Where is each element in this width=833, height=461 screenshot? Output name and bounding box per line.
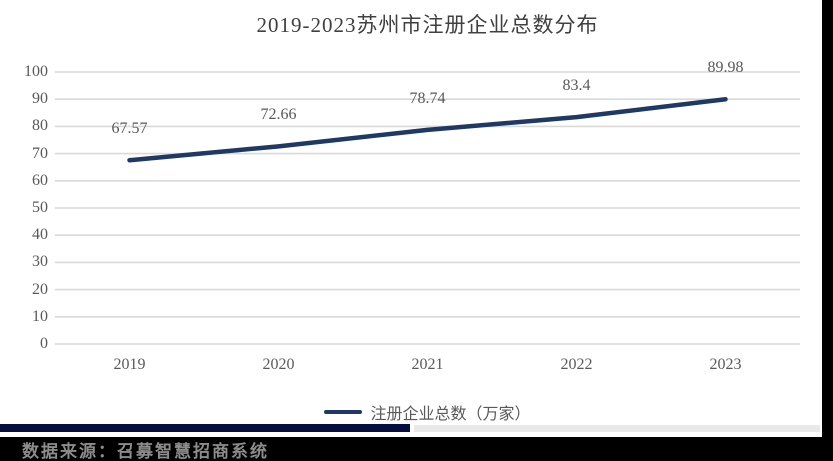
data-source-text: 数据来源：召募智慧招商系统	[22, 441, 269, 461]
horizontal-scrollbar[interactable]	[0, 423, 833, 433]
right-black-strip	[822, 0, 833, 437]
chart-title: 2019-2023苏州市注册企业总数分布	[256, 13, 599, 37]
legend-label: 注册企业总数（万家）	[370, 406, 531, 423]
source-footer-bar: 数据来源：召募智慧招商系统	[0, 437, 833, 461]
legend: 注册企业总数（万家）	[55, 400, 800, 424]
line-chart-svg	[55, 71, 800, 345]
scrollbar-thumb[interactable]	[0, 424, 410, 432]
scrollbar-track[interactable]	[414, 425, 820, 432]
legend-line-marker	[324, 410, 363, 414]
series-line	[127, 97, 728, 163]
